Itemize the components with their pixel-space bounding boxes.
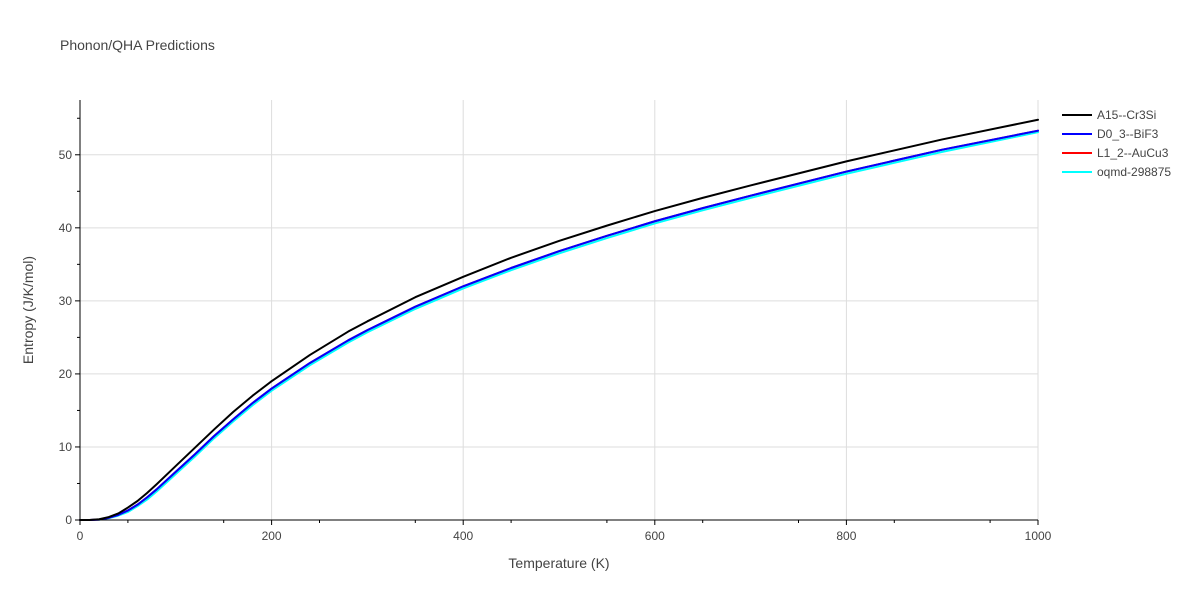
legend[interactable]: A15--Cr3Si D0_3--BiF3 L1_2--AuCu3 oqmd-2988…: [1062, 108, 1171, 179]
legend-label: L1_2--AuCu3: [1097, 146, 1169, 160]
series-line-a15-cr3si: [79, 118, 1039, 521]
y-tick-label: 30: [59, 294, 73, 308]
series-line-d0-3-bif3: [79, 129, 1039, 521]
x-tick-label: 1000: [1025, 529, 1052, 543]
legend-item[interactable]: L1_2--AuCu3: [1062, 146, 1169, 160]
series-line-l1-2-aucu3: [79, 129, 1039, 521]
legend-item[interactable]: oqmd-298875: [1062, 165, 1171, 179]
y-tick-label: 20: [59, 367, 73, 381]
series-line-oqmd-298875: [79, 131, 1039, 521]
legend-label: D0_3--BiF3: [1097, 127, 1159, 141]
y-tick-label: 50: [59, 148, 73, 162]
axis-layer: 0 200 400 600 800 1000 0 10 20 30 40 50: [59, 100, 1052, 543]
x-axis-title: Temperature (K): [508, 555, 609, 571]
y-axis-title: Entropy (J/K/mol): [20, 256, 36, 364]
legend-label: oqmd-298875: [1097, 165, 1171, 179]
chart-title: Phonon/QHA Predictions: [60, 37, 215, 53]
x-tick-label: 0: [77, 529, 84, 543]
legend-item[interactable]: D0_3--BiF3: [1062, 127, 1159, 141]
y-tick-label: 40: [59, 221, 73, 235]
y-tick-label: 0: [65, 513, 72, 527]
x-tick-label: 200: [262, 529, 282, 543]
legend-label: A15--Cr3Si: [1097, 108, 1156, 122]
legend-item[interactable]: A15--Cr3Si: [1062, 108, 1156, 122]
x-tick-label: 800: [836, 529, 856, 543]
x-tick-label: 600: [645, 529, 665, 543]
x-tick-label: 400: [453, 529, 473, 543]
y-tick-label: 10: [59, 440, 73, 454]
series-layer: [79, 118, 1039, 521]
